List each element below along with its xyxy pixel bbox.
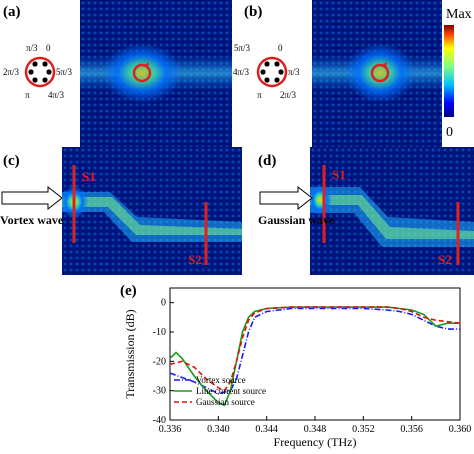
y-tick-label: -30 [153,386,166,397]
source-ring [24,56,56,88]
phase-label: 0 [46,43,51,53]
field-map-b [312,0,442,147]
colorbar-gradient [444,25,454,117]
x-tick-label: 0.336 [159,424,182,435]
phase-label: π/3 [26,43,38,53]
phase-label: 5π/3 [234,43,251,53]
source-arrow-c [1,185,63,211]
phase-label: π [257,90,262,100]
panel-label-e: (e) [120,283,137,299]
phase-label: 2π/3 [280,90,297,100]
x-tick-label: 0.356 [400,424,423,435]
panel-label-b: (b) [244,4,263,20]
colorbar-max-label: Max [446,7,472,22]
source-text-d: Gaussian wave [258,213,335,227]
legend-entry: Line current source [196,386,266,396]
phase-label: 5π/3 [56,67,73,77]
legend-entry: Gaussian source [196,397,255,407]
x-axis-label: Frequency (THz) [274,435,357,449]
s1-label: S1 [332,167,346,182]
vortex-marker [370,63,390,83]
phase-label: 4π/3 [48,90,65,100]
series-line-2 [169,306,461,392]
x-tick-label: 0.352 [352,424,375,435]
source-diagram-a: π/3 0 2π/3 5π/3 π 4π/3 [3,43,73,100]
y-axis-label: Transmission (dB) [123,309,137,398]
panel-label-c: (c) [3,153,20,169]
s2-label: S2 [438,252,452,267]
x-tick-label: 0.340 [207,424,230,435]
source-ring [256,56,288,88]
y-tick-label: -40 [153,415,166,426]
y-tick-label: 0 [161,298,166,309]
x-tick-label: 0.344 [255,424,278,435]
y-tick-label: -20 [153,356,166,367]
field-map-c: S1 S2 [62,147,242,275]
s2-label: S2 [188,252,202,267]
field-map-a [80,0,232,147]
s1-label: S1 [82,169,96,184]
panel-label-a: (a) [3,4,21,20]
vortex-marker [132,63,152,83]
field-map-d: S1 S2 [310,147,474,275]
x-tick-label: 0.348 [304,424,327,435]
phase-label: 2π/3 [3,67,20,77]
series-line-0 [169,307,460,395]
source-diagram-b: 5π/3 0 4π/3 π/3 π 2π/3 [233,43,300,100]
phase-label: π [25,90,30,100]
colorbar-min-label: 0 [446,125,453,140]
panel-label-d: (d) [258,153,277,169]
colorbar: Max 0 [444,7,472,140]
y-tick-label: -10 [153,327,166,338]
transmission-chart: 0.336 0.340 0.344 0.348 0.352 0.356 0.360 -40 -3… [123,287,472,449]
x-tick-label: 0.360 [449,424,472,435]
phase-label: π/3 [288,67,300,77]
phase-label: 0 [278,43,283,53]
source-text-c: Vortex wave [0,213,64,227]
phase-label: 4π/3 [233,67,250,77]
source-arrow-d [259,185,313,211]
legend-entry: Vortex source [196,375,246,385]
